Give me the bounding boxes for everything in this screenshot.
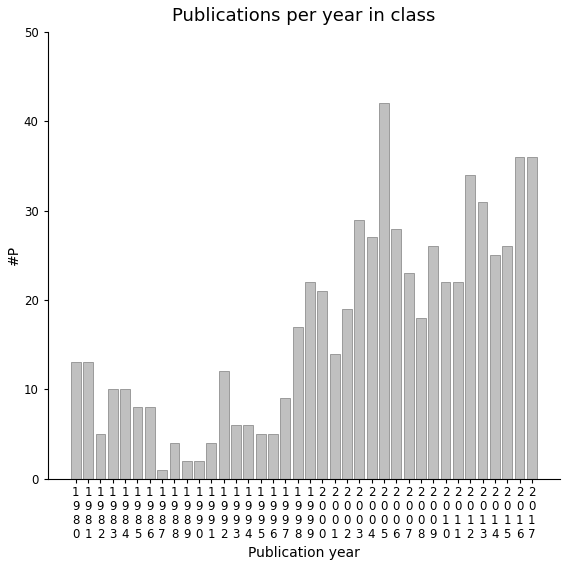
Bar [416,318,426,479]
Bar [96,434,105,479]
Bar [281,398,290,479]
X-axis label: Publication year: Publication year [248,546,360,560]
Bar [83,362,93,479]
Bar [71,362,81,479]
Bar [466,175,475,479]
Bar [243,425,253,479]
Bar [428,247,438,479]
Bar [120,390,130,479]
Bar [170,443,179,479]
Bar [305,282,315,479]
Bar [527,157,537,479]
Bar [157,469,167,479]
Bar [219,371,229,479]
Bar [256,434,265,479]
Bar [441,282,451,479]
Bar [490,255,500,479]
Y-axis label: #P: #P [7,246,21,265]
Bar [194,461,204,479]
Bar [342,309,352,479]
Bar [453,282,463,479]
Bar [133,407,142,479]
Bar [318,291,327,479]
Bar [379,104,389,479]
Bar [182,461,192,479]
Bar [404,273,413,479]
Bar [268,434,278,479]
Bar [206,443,217,479]
Bar [477,202,488,479]
Bar [515,157,524,479]
Bar [108,390,118,479]
Bar [293,327,303,479]
Bar [367,238,376,479]
Title: Publications per year in class: Publications per year in class [172,7,435,25]
Bar [330,354,340,479]
Bar [145,407,155,479]
Bar [354,219,364,479]
Bar [391,229,401,479]
Bar [502,247,512,479]
Bar [231,425,241,479]
